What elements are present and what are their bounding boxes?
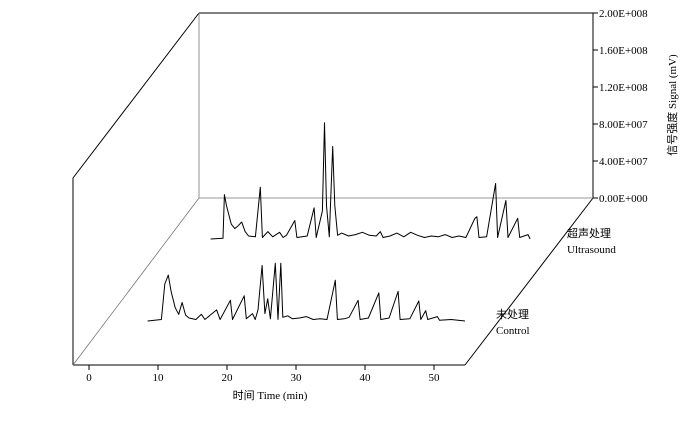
x-tick-label: 0 xyxy=(86,372,92,384)
series-trace-0 xyxy=(147,262,466,322)
series-label-cn: 未处理 xyxy=(496,308,529,321)
x-tick-label: 30 xyxy=(291,372,303,384)
y-tick-label: 0.00E+000 xyxy=(599,193,648,205)
y-axis: 0.00E+000 4.00E+007 8.00E+007 1.20E+008 1.60… xyxy=(593,8,648,205)
series-labels: 未处理 Control 超声处理 Ultrasound xyxy=(496,226,616,337)
y-tick-label: 8.00E+007 xyxy=(599,119,648,131)
y-tick-label: 4.00E+007 xyxy=(599,156,648,168)
x-axis-title: 时间 Time (min) xyxy=(233,389,308,402)
y-tick-label: 1.60E+008 xyxy=(599,45,648,57)
x-tick-label: 10 xyxy=(153,372,165,384)
y-axis-title: 信号强度 Signal (mV) xyxy=(665,54,679,156)
x-tick-label: 40 xyxy=(360,372,372,384)
x-tick-label: 20 xyxy=(222,372,234,384)
chart-frame xyxy=(72,12,594,366)
chromatogram-traces xyxy=(147,122,531,322)
series-trace-1 xyxy=(210,122,531,240)
series-label-en: Control xyxy=(496,325,530,337)
y-tick-label: 2.00E+008 xyxy=(599,8,648,20)
y-tick-label: 1.20E+008 xyxy=(599,82,648,94)
left-floor-depth-edge xyxy=(72,197,200,366)
series-label-cn: 超声处理 xyxy=(567,226,611,240)
front-top-diagonal-edge xyxy=(72,12,200,179)
series-label-en: Ultrasound xyxy=(567,244,616,256)
x-axis: 0 10 20 30 40 50 xyxy=(86,365,440,384)
right-depth-edge xyxy=(464,197,594,366)
x-tick-label: 50 xyxy=(429,372,441,384)
